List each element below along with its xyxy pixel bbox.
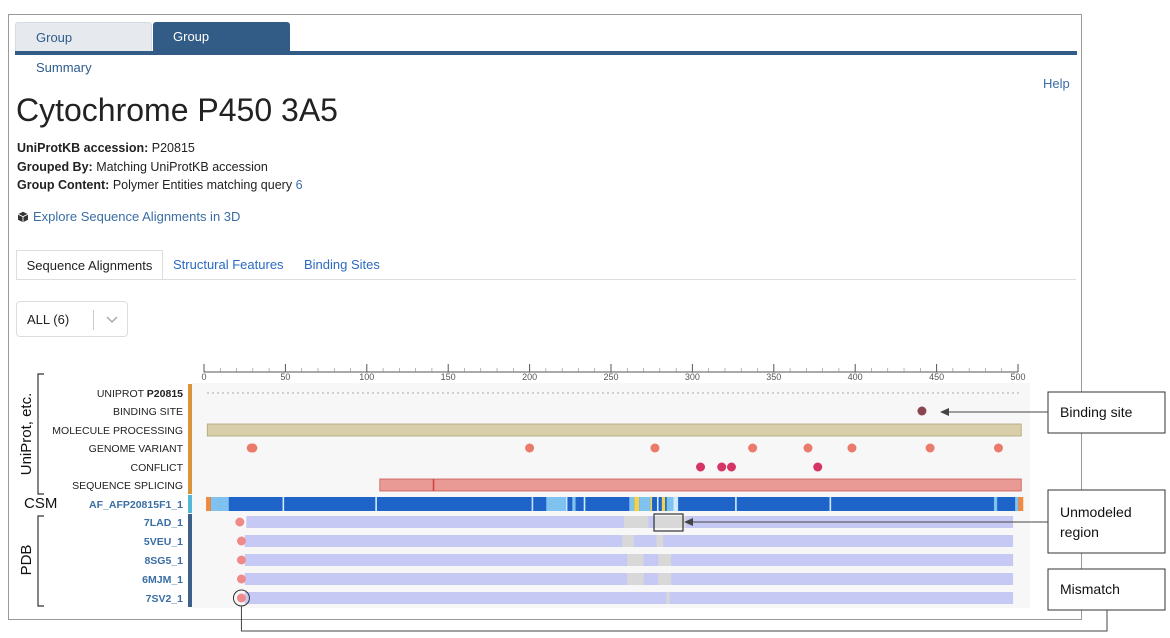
- tab-group-sequence[interactable]: Group Sequence: [153, 22, 290, 74]
- select-separator: [93, 310, 94, 330]
- subtab-sequence-alignments[interactable]: Sequence Alignments: [16, 250, 163, 280]
- explore-3d-link[interactable]: Explore Sequence Alignments in 3D: [17, 209, 240, 224]
- grouped-value: Matching UniProtKB accession: [96, 160, 268, 174]
- meta-group-content: Group Content: Polymer Entities matching…: [17, 178, 303, 192]
- tab-group-summary[interactable]: Group Summary: [15, 22, 152, 75]
- content-value: Polymer Entities matching query: [112, 178, 293, 192]
- accession-value: P20815: [151, 141, 195, 155]
- grouped-label: Grouped By:: [17, 160, 93, 174]
- accession-label: UniProtKB accession:: [17, 141, 149, 155]
- subtab-binding-sites[interactable]: Binding Sites: [304, 257, 380, 272]
- top-tabbar: Group Summary Group Sequence: [8, 22, 1068, 75]
- page-title: Cytochrome P450 3A5: [16, 92, 338, 128]
- meta-grouped-by: Grouped By: Matching UniProtKB accession: [17, 160, 268, 174]
- chevron-down-icon: [106, 316, 118, 324]
- subtabs-underline: [16, 279, 1076, 280]
- content-label: Group Content:: [17, 178, 110, 192]
- meta-accession: UniProtKB accession: P20815: [17, 141, 195, 155]
- explore-3d-label: Explore Sequence Alignments in 3D: [33, 209, 241, 224]
- filter-select[interactable]: ALL (6): [16, 301, 128, 337]
- subtabs: Sequence Alignments Structural Features …: [16, 250, 1076, 280]
- subtab-structural-features[interactable]: Structural Features: [173, 257, 284, 272]
- tabbar-underline: [15, 51, 1077, 55]
- cube-icon: [17, 211, 29, 222]
- filter-select-value: ALL (6): [27, 312, 70, 327]
- content-count-link[interactable]: 6: [295, 178, 303, 192]
- help-link[interactable]: Help: [1043, 76, 1070, 91]
